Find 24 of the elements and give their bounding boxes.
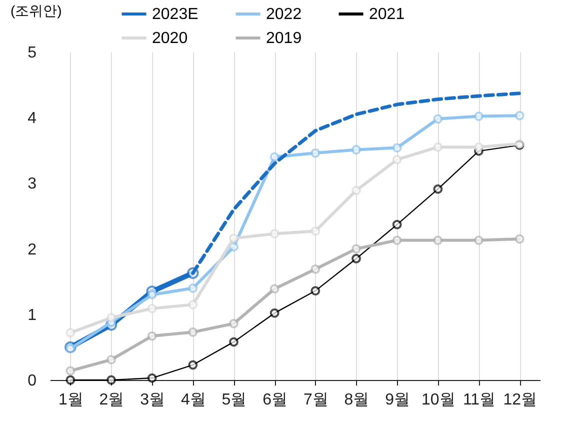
y-tick-label: 3 [28,176,37,193]
legend-label: 2023E [152,6,198,23]
x-tick-label: 3월 [140,392,166,408]
x-tick-label: 10월 [422,392,456,408]
x-tick-label: 7월 [303,392,328,408]
x-tick-label: 12월 [503,392,537,408]
x-tick-label: 8월 [344,392,370,408]
x-tick-label: 1월 [58,392,84,408]
legend-label: 2019 [266,30,302,47]
x-tick-label: 9월 [385,392,410,408]
y-tick-label: 4 [28,110,37,128]
legend-label: 2022 [266,6,302,23]
y-axis-title: (조위안) [10,2,62,18]
legend-label: 2020 [152,30,188,47]
x-tick-label: 5월 [222,392,247,408]
y-tick-label: 2 [28,241,37,258]
x-tick-label: 6월 [262,392,288,408]
legend-label: 2021 [369,6,405,23]
x-tick-label: 2월 [99,392,124,408]
y-tick-label: 1 [28,306,37,324]
y-tick-label: 0 [28,372,37,390]
y-tick-label: 5 [28,44,37,62]
x-tick-label: 4월 [180,392,206,408]
x-tick-label: 11월 [462,392,496,408]
